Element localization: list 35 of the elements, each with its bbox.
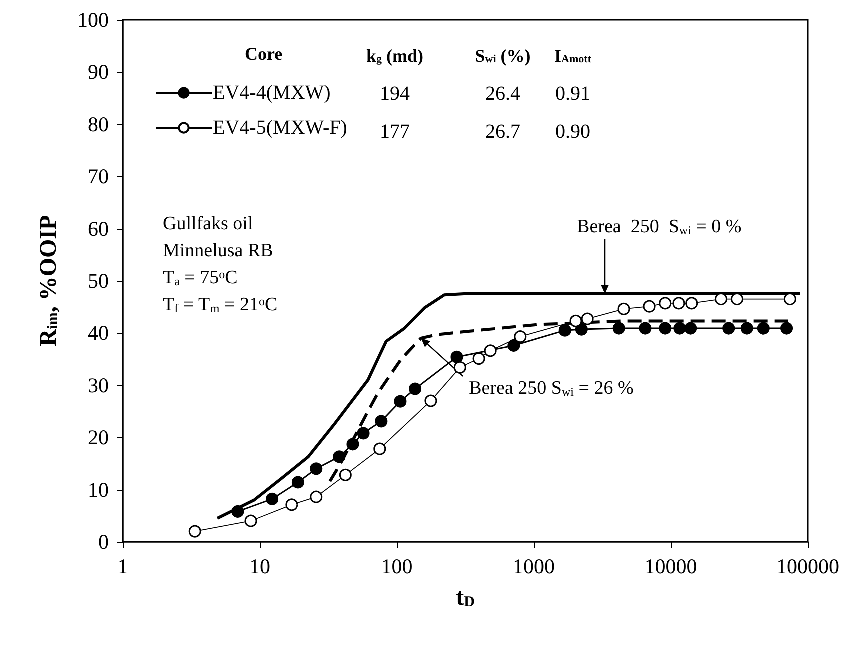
annotation: 194: [380, 83, 410, 105]
annotation: kg (md): [366, 46, 424, 66]
legend-label: EV4-4(MXW): [213, 82, 331, 104]
x-tick-label: 1: [118, 554, 128, 578]
annotation: Swi (%): [475, 46, 531, 66]
y-tick-label: 20: [88, 426, 109, 450]
legend-title: Core: [245, 44, 283, 64]
annotation: Berea 250 Swi = 26 %: [469, 378, 634, 399]
y-tick-label: 100: [78, 8, 109, 32]
x-tick-label: 1000: [513, 554, 555, 578]
annotation: 0.90: [556, 121, 590, 143]
y-tick-label: 80: [88, 112, 109, 136]
annotation: 26.4: [486, 83, 520, 105]
legend-label: EV4-5(MXW-F): [213, 117, 348, 139]
y-tick-label: 50: [88, 269, 109, 293]
x-tick-label: 100: [381, 554, 413, 578]
x-tick-label: 10000: [644, 554, 698, 578]
annotation: 26.7: [486, 121, 520, 143]
x-tick-label: 10: [250, 554, 270, 578]
y-tick-label: 90: [88, 60, 109, 84]
y-tick-label: 10: [88, 478, 109, 502]
y-tick-label: 40: [88, 321, 109, 346]
y-tick-label: 0: [98, 530, 109, 554]
annotation: IAmott: [554, 46, 592, 66]
y-tick-label: 60: [88, 216, 109, 241]
annotation: Berea 250 Swi = 0 %: [577, 216, 742, 238]
x-axis-title: tD: [456, 585, 476, 611]
annotation: Gullfaks oil: [163, 214, 254, 234]
annotation: 0.91: [556, 83, 590, 105]
y-tick-label: 70: [88, 164, 109, 189]
y-axis-title: Rim, %OOIP: [36, 215, 62, 347]
annotation: Minnelusa RB: [163, 240, 274, 262]
annotation: 177: [380, 121, 410, 143]
y-tick-label: 30: [88, 373, 109, 398]
x-tick-label: 100000: [776, 554, 840, 578]
